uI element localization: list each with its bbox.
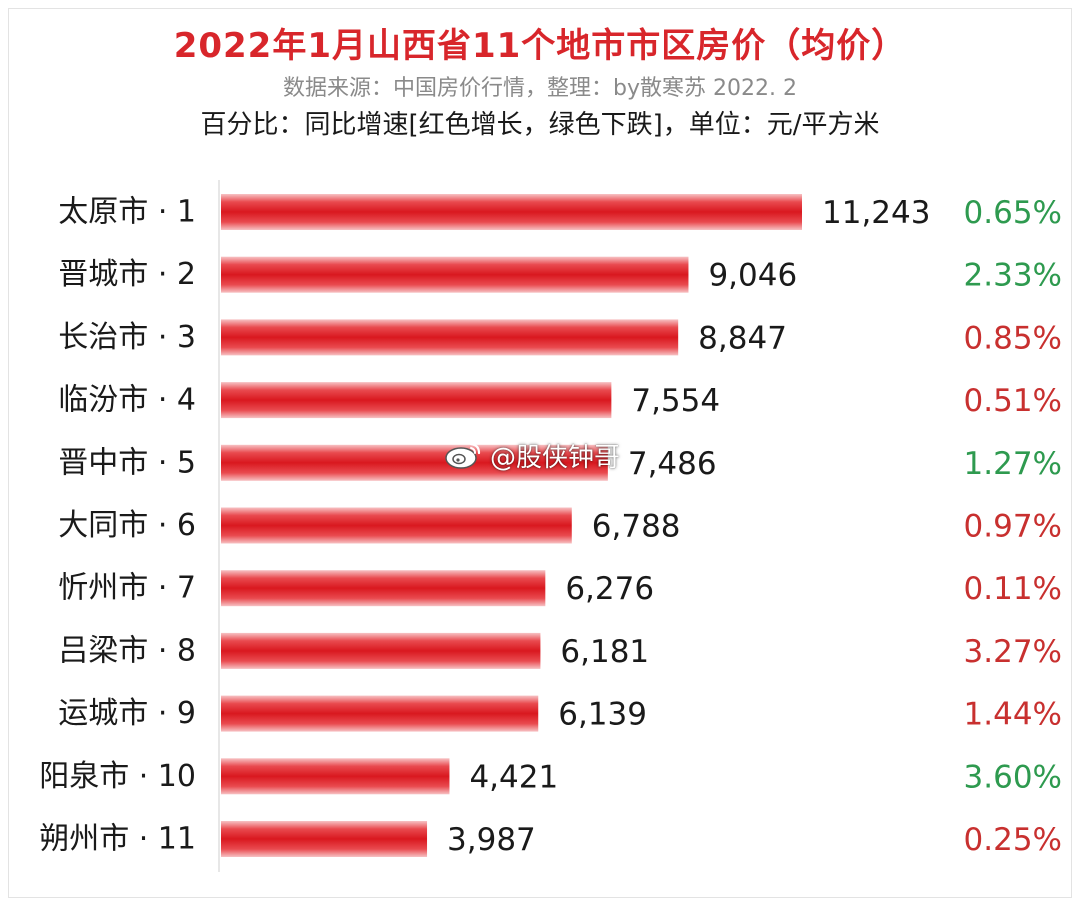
- value-label: 3,987: [447, 822, 536, 858]
- bar: [221, 821, 428, 857]
- value-label: 4,421: [469, 759, 558, 795]
- value-label: 6,276: [565, 571, 654, 607]
- chart-subtitle: 百分比：同比增速[红色增长，绿色下跌]，单位：元/平方米: [200, 110, 880, 140]
- category-label: 大同市 · 6: [58, 508, 196, 543]
- category-label: 运城市 · 9: [58, 696, 196, 731]
- value-label: 6,139: [558, 697, 647, 733]
- growth-label: 0.65%: [964, 195, 1062, 231]
- growth-label: 0.51%: [964, 383, 1062, 419]
- value-label: 11,243: [822, 195, 930, 231]
- category-label: 晋城市 · 2: [58, 257, 196, 292]
- watermark-text: @股侠钟哥: [490, 442, 621, 473]
- weibo-icon: [445, 442, 481, 469]
- value-label: 8,847: [698, 320, 787, 356]
- value-label: 7,554: [631, 383, 720, 419]
- bar: [221, 256, 689, 293]
- value-label: 7,486: [628, 446, 717, 482]
- category-label: 临汾市 · 4: [58, 383, 196, 418]
- data-source: 数据来源：中国房价行情，整理：by散寒苏 2022. 2: [283, 76, 797, 101]
- category-label: 晋中市 · 5: [58, 445, 196, 480]
- category-label: 长治市 · 3: [58, 320, 196, 355]
- category-label: 太原市 · 1: [58, 195, 196, 230]
- growth-label: 0.85%: [964, 320, 1062, 356]
- bar: [221, 758, 450, 795]
- bar: [221, 444, 608, 481]
- value-label: 6,788: [592, 509, 681, 545]
- category-label: 朔州市 · 11: [39, 822, 196, 857]
- growth-label: 1.27%: [964, 446, 1062, 482]
- bar: [221, 194, 802, 230]
- growth-label: 2.33%: [964, 258, 1062, 294]
- bar: [221, 507, 572, 544]
- category-label: 阳泉市 · 10: [39, 759, 196, 794]
- bar: [221, 382, 612, 419]
- growth-label: 1.44%: [964, 697, 1062, 733]
- category-label: 吕梁市 · 8: [58, 633, 196, 668]
- growth-label: 0.97%: [964, 509, 1062, 545]
- bar: [221, 570, 546, 607]
- category-label: 忻州市 · 7: [58, 571, 196, 606]
- chart-title: 2022年1月山西省11个地市市区房价（均价）: [173, 26, 907, 66]
- value-label: 9,046: [708, 258, 797, 294]
- watermark: @股侠钟哥: [444, 437, 620, 473]
- growth-label: 3.60%: [964, 759, 1062, 795]
- bar: [221, 695, 539, 732]
- growth-label: 0.11%: [964, 571, 1062, 607]
- bar: [221, 319, 679, 356]
- value-label: 6,181: [560, 634, 649, 670]
- growth-label: 3.27%: [964, 634, 1062, 670]
- bar: [221, 632, 541, 669]
- growth-label: 0.25%: [964, 822, 1062, 858]
